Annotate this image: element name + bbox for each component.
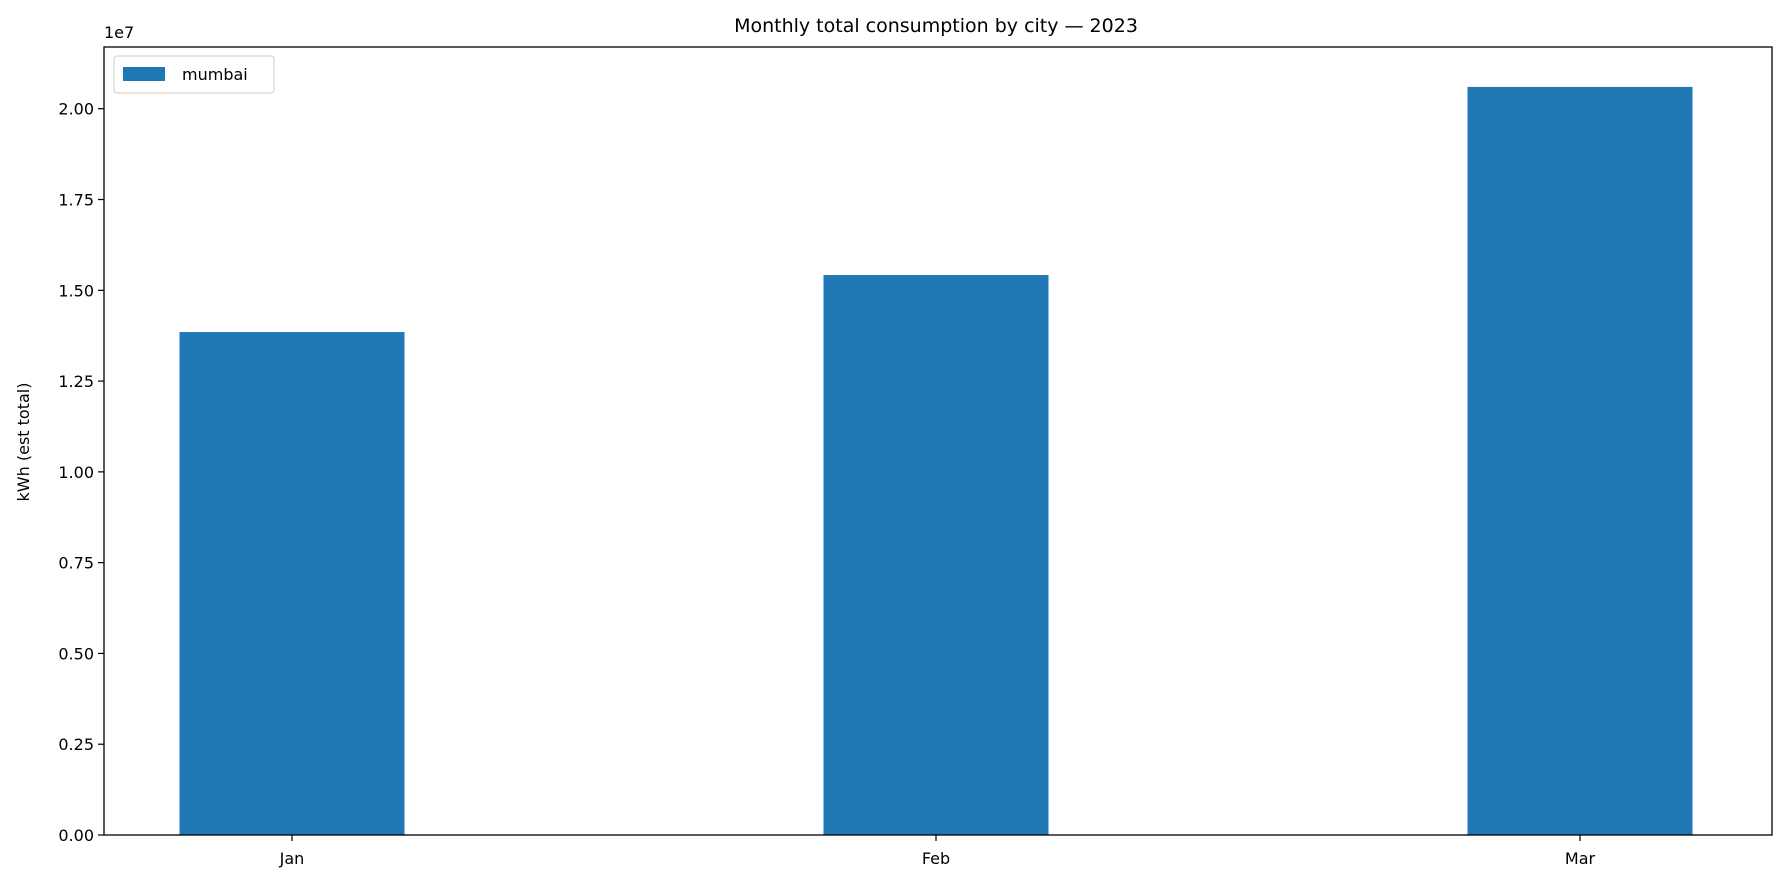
plot-area-frame — [103, 46, 1773, 836]
chart-title: Monthly total consumption by city — 2023 — [734, 15, 1138, 37]
y-tick-label: 1.00 — [58, 463, 94, 482]
y-tick-label: 0.75 — [58, 554, 94, 573]
y-axis-ticks: 0.00 0.25 0.50 0.75 1.00 1.25 1.50 1.75 2.00 — [58, 100, 104, 845]
bars-group — [179, 86, 1693, 835]
y-axis-label: kWh (est total) — [14, 383, 33, 502]
bar-mar — [1467, 86, 1693, 835]
legend-box — [113, 55, 275, 94]
y-tick-label: 2.00 — [58, 100, 94, 119]
y-tick-label: 0.25 — [58, 735, 94, 754]
y-tick-label: 1.50 — [58, 281, 94, 300]
legend-swatch-mumbai — [123, 67, 165, 81]
y-axis-scale-label: 1e7 — [104, 23, 134, 42]
y-tick-label: 1.75 — [58, 191, 94, 210]
bar-feb — [823, 275, 1049, 835]
x-tick-label-mar: Mar — [1565, 849, 1596, 868]
y-tick-label: 0.50 — [58, 644, 94, 663]
y-tick-label: 1.25 — [58, 372, 94, 391]
y-tick-label: 0.00 — [58, 826, 94, 845]
bar-jan — [179, 332, 405, 835]
legend-label-mumbai: mumbai — [182, 65, 248, 84]
x-axis-ticks: Jan Feb Mar — [279, 835, 1596, 868]
x-tick-label-jan: Jan — [279, 849, 305, 868]
legend: mumbai — [113, 55, 275, 94]
x-tick-label-feb: Feb — [922, 849, 950, 868]
